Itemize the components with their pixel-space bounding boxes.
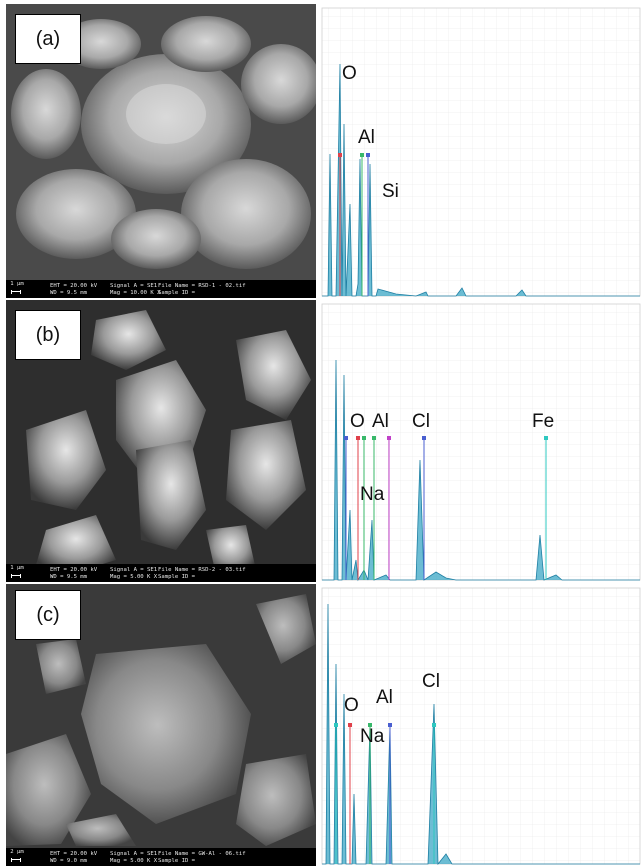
scale-text-c: 2 µm (10, 849, 24, 855)
sem-mag-a: Mag = 10.00 K X (110, 290, 161, 296)
sem-image-a: (a) 1 µm EHT = 20.00 kV WD = 9.5 mm Signa… (6, 4, 316, 298)
panel-c: (c) 2 µm EHT = 20.00 kV WD = 9.0 mm Signa… (0, 584, 642, 866)
panel-b: (b) 1 µm EHT = 20.00 kV WD = 9.5 mm Signa… (0, 300, 642, 582)
sem-eht-c: EHT = 20.00 kV (50, 851, 98, 857)
sem-info-bar-a: 1 µm EHT = 20.00 kV WD = 9.5 mm Signal A … (6, 280, 316, 298)
panel-label-c: (c) (15, 590, 81, 640)
element-label-O-a: O (342, 63, 357, 84)
element-label-Na-b: Na (360, 484, 385, 505)
sem-wd-a: WD = 9.5 mm (50, 290, 88, 296)
scale-bar-a (11, 290, 21, 294)
sem-signal-c: Signal A = SE1 (110, 851, 158, 857)
eds-plot-c (321, 587, 641, 866)
sem-image-c: (c) 2 µm EHT = 20.00 kV WD = 9.0 mm Signa… (6, 584, 316, 866)
sem-signal-b: Signal A = SE1 (110, 567, 158, 573)
eds-spectrum-c: O Al Cl Na (316, 584, 642, 866)
scale-text-b: 1 µm (10, 565, 24, 571)
sem-eht-a: EHT = 20.00 kV (50, 283, 98, 289)
sem-mag-b: Mag = 5.00 K X (110, 574, 158, 580)
scale-text-a: 1 µm (10, 281, 24, 287)
sem-file-a: File Name = RSD-1 - 02.tif (158, 283, 246, 289)
scale-bar-b (11, 574, 21, 578)
sem-file-b: File Name = RSD-2 - 03.tif (158, 567, 246, 573)
element-label-Cl-c: Cl (422, 671, 440, 692)
element-label-Al-c: Al (376, 687, 393, 708)
sem-signal-a: Signal A = SE1 (110, 283, 158, 289)
sem-sample-c: Sample ID = (158, 858, 196, 864)
panel-a: (a) 1 µm EHT = 20.00 kV WD = 9.5 mm Signa… (0, 4, 642, 298)
sem-mag-c: Mag = 5.00 K X (110, 858, 158, 864)
sem-sample-b: Sample ID = (158, 574, 196, 580)
element-label-Na-c: Na (360, 726, 385, 747)
eds-plot-b (321, 303, 641, 582)
sem-sample-a: Sample ID = (158, 290, 196, 296)
element-label-Fe-b: Fe (532, 411, 555, 432)
sem-info-bar-c: 2 µm EHT = 20.00 kV WD = 9.0 mm Signal A … (6, 848, 316, 866)
element-label-Al-b: Al (372, 411, 389, 432)
sem-info-bar-b: 1 µm EHT = 20.00 kV WD = 9.5 mm Signal A … (6, 564, 316, 582)
sem-eht-b: EHT = 20.00 kV (50, 567, 98, 573)
eds-plot-a (321, 7, 641, 297)
element-label-O-b: O (350, 411, 365, 432)
panel-label-a: (a) (15, 14, 81, 64)
eds-spectrum-b: O Al Cl Fe Na (316, 300, 642, 582)
sem-micrograph-a (6, 4, 316, 298)
sem-wd-c: WD = 9.0 mm (50, 858, 88, 864)
sem-wd-b: WD = 9.5 mm (50, 574, 88, 580)
sem-micrograph-b (6, 300, 316, 582)
element-label-Cl-b: Cl (412, 411, 430, 432)
sem-image-b: (b) 1 µm EHT = 20.00 kV WD = 9.5 mm Signa… (6, 300, 316, 582)
element-label-O-c: O (344, 695, 359, 716)
element-label-Al-a: Al (358, 127, 375, 148)
eds-spectrum-a: O Al Si (316, 4, 642, 298)
scale-bar-c (11, 858, 21, 862)
sem-file-c: File Name = GW-Al - 06.tif (158, 851, 246, 857)
element-label-Si-a: Si (382, 181, 399, 202)
panel-label-b: (b) (15, 310, 81, 360)
sem-micrograph-c (6, 584, 316, 866)
